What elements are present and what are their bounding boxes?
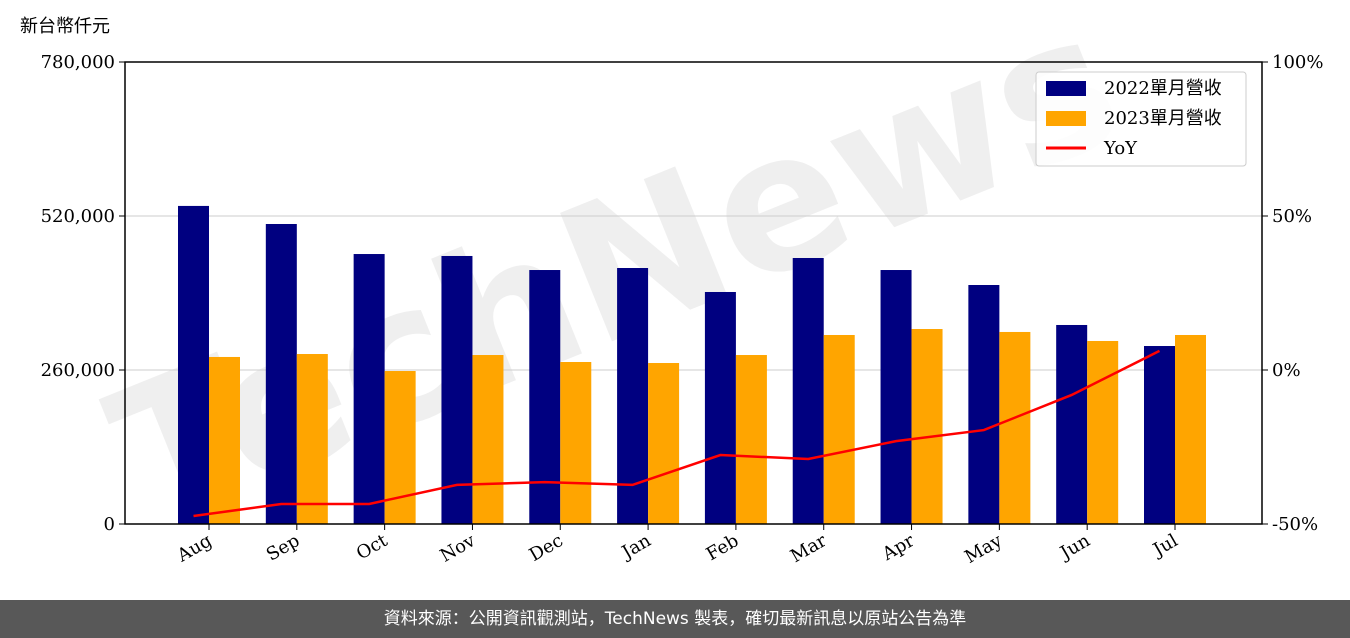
plot-frame bbox=[124, 61, 1263, 525]
footer: 資料來源：公開資訊觀測站，TechNews 製表，確切最新訊息以原站公告為準 bbox=[0, 600, 1350, 638]
legend-label: 2023單月營收 bbox=[1104, 108, 1222, 129]
bar bbox=[999, 331, 1031, 524]
bar bbox=[968, 285, 1000, 524]
y-tick-label: 0 bbox=[104, 514, 115, 535]
bar bbox=[1144, 346, 1175, 524]
y2-tick-label: 100% bbox=[1272, 52, 1323, 73]
bar bbox=[823, 334, 855, 524]
bar bbox=[1175, 334, 1206, 524]
x-tick-label: Oct bbox=[353, 530, 392, 565]
bar bbox=[792, 257, 824, 524]
bar bbox=[441, 255, 473, 524]
legend-label: 2022單月營收 bbox=[1104, 78, 1222, 99]
x-tick-label: Mar bbox=[787, 530, 831, 567]
line bbox=[193, 349, 1161, 518]
bar bbox=[529, 270, 561, 524]
x-tick-label: Dec bbox=[526, 530, 567, 566]
y-tick-label: 780,000 bbox=[41, 52, 115, 73]
bar bbox=[1056, 324, 1088, 524]
x-tick-label: Jun bbox=[1055, 530, 1094, 565]
y-axis-label: 新台幣仟元 bbox=[20, 16, 110, 37]
x-tick-label: Nov bbox=[437, 530, 480, 567]
x-tick-label: Jan bbox=[617, 530, 655, 564]
x-tick-label: Apr bbox=[878, 530, 918, 565]
legend-swatch bbox=[1046, 111, 1086, 126]
bar bbox=[384, 371, 416, 524]
x-tick-label: Feb bbox=[703, 530, 743, 565]
legend-box bbox=[1035, 71, 1247, 167]
y-tick-label: 260,000 bbox=[41, 360, 115, 381]
bar bbox=[704, 291, 736, 524]
y2-tick-label: -50% bbox=[1272, 514, 1318, 535]
y2-tick-label: 0% bbox=[1272, 360, 1301, 381]
bar bbox=[735, 355, 767, 524]
bar bbox=[880, 270, 912, 524]
bar bbox=[648, 363, 680, 524]
bar bbox=[296, 354, 328, 524]
y2-tick-label: 50% bbox=[1272, 206, 1312, 227]
bar bbox=[353, 254, 385, 524]
legend-swatch bbox=[1046, 81, 1086, 96]
chart: 新台幣仟元 TechNews0260,000520,000780,000-50%… bbox=[20, 0, 1323, 570]
bar bbox=[1087, 340, 1119, 524]
x-tick-label: Jul bbox=[1148, 530, 1182, 562]
bar bbox=[560, 362, 592, 524]
x-tick-label: May bbox=[961, 530, 1006, 568]
legend-label: YoY bbox=[1103, 138, 1138, 159]
bar bbox=[911, 329, 943, 524]
bar bbox=[209, 356, 240, 524]
bar bbox=[265, 223, 297, 524]
y-tick-label: 520,000 bbox=[41, 206, 115, 227]
x-tick-label: Sep bbox=[263, 530, 303, 565]
bar bbox=[178, 205, 209, 524]
bar bbox=[472, 355, 504, 524]
